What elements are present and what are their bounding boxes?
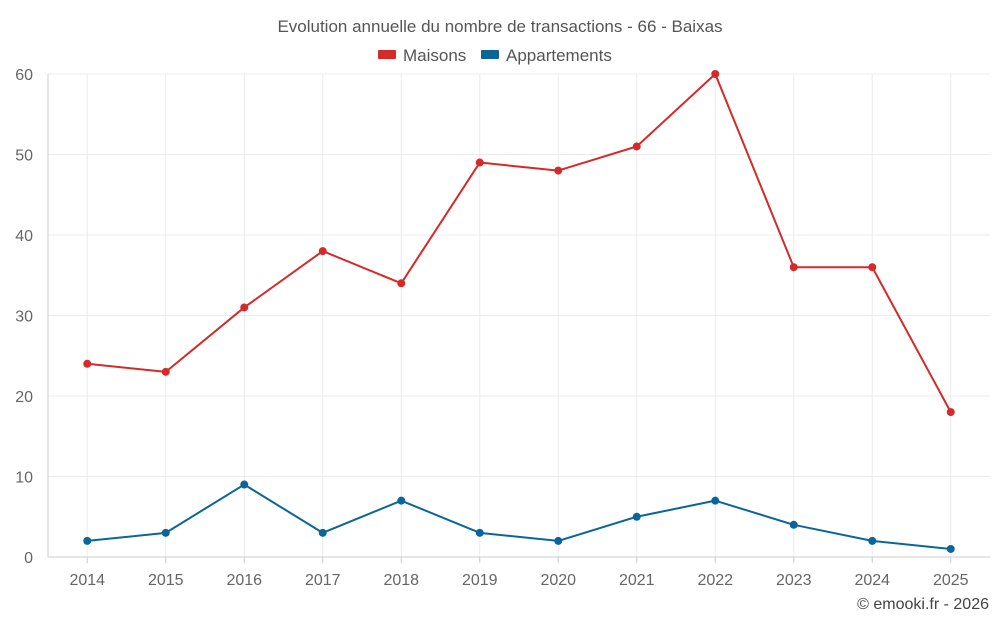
data-point-maisons[interactable] [711, 70, 720, 78]
series-line-maisons [87, 73, 952, 413]
data-point-maisons[interactable] [161, 367, 170, 376]
data-point-appartements[interactable] [161, 528, 170, 537]
data-point-appartements[interactable] [554, 536, 563, 545]
data-point-maisons[interactable] [632, 142, 641, 151]
legend-label-maisons: Maisons [403, 46, 466, 65]
data-point-appartements[interactable] [83, 536, 92, 545]
legend-item-appartements[interactable]: Appartements [481, 46, 612, 65]
y-tick-label: 10 [15, 470, 33, 487]
y-axis-ticks: 0 10 20 30 40 50 60 [15, 67, 33, 567]
data-point-maisons[interactable] [789, 263, 798, 272]
grid [48, 73, 990, 557]
legend-item-maisons[interactable]: Maisons [378, 46, 466, 65]
data-point-appartements[interactable] [946, 544, 955, 553]
data-point-maisons[interactable] [397, 279, 406, 288]
x-tick-label: 2021 [619, 572, 655, 589]
x-tick-label: 2014 [69, 572, 105, 589]
legend-swatch-appartements [481, 50, 499, 59]
x-tick-label: 2025 [933, 572, 969, 589]
data-point-appartements[interactable] [711, 496, 720, 505]
x-tick-label: 2016 [226, 572, 262, 589]
data-point-maisons[interactable] [946, 408, 955, 417]
data-point-appartements[interactable] [632, 512, 641, 521]
legend-swatch-maisons [378, 50, 396, 59]
x-tick-label: 2023 [776, 572, 812, 589]
x-tick-label: 2017 [305, 572, 341, 589]
data-point-appartements[interactable] [475, 528, 484, 537]
data-point-maisons[interactable] [475, 158, 484, 167]
data-point-maisons[interactable] [83, 359, 92, 368]
data-point-appartements[interactable] [397, 496, 406, 505]
series-maisons [83, 70, 955, 417]
x-tick-label: 2015 [148, 572, 184, 589]
y-tick-label: 40 [15, 228, 33, 245]
chart-title: Evolution annuelle du nombre de transact… [277, 17, 722, 36]
x-tick-label: 2018 [383, 572, 419, 589]
data-point-maisons[interactable] [240, 303, 249, 312]
data-point-appartements[interactable] [868, 536, 877, 545]
x-tick-label: 2022 [697, 572, 733, 589]
legend: Maisons Appartements [378, 46, 612, 65]
data-point-appartements[interactable] [318, 528, 327, 537]
y-tick-label: 20 [15, 389, 33, 406]
axes [47, 74, 990, 563]
x-tick-label: 2019 [462, 572, 498, 589]
y-tick-label: 60 [15, 67, 33, 84]
data-point-maisons[interactable] [868, 263, 877, 272]
series-appartements [83, 480, 955, 553]
series-line-appartements [87, 483, 951, 550]
legend-label-appartements: Appartements [506, 46, 612, 65]
data-point-appartements[interactable] [789, 520, 798, 529]
y-tick-label: 0 [24, 550, 33, 567]
y-tick-label: 30 [15, 309, 33, 326]
x-axis-ticks: 2014 2015 2016 2017 2018 2019 2020 2021 2022 2023… [69, 572, 968, 589]
x-tick-label: 2024 [854, 572, 890, 589]
credit-text: © emooki.fr - 2026 [857, 596, 989, 613]
data-point-maisons[interactable] [554, 166, 563, 175]
x-tick-label: 2020 [540, 572, 576, 589]
data-point-appartements[interactable] [240, 480, 249, 489]
data-point-maisons[interactable] [318, 247, 327, 256]
series [83, 70, 955, 553]
y-tick-label: 50 [15, 148, 33, 165]
